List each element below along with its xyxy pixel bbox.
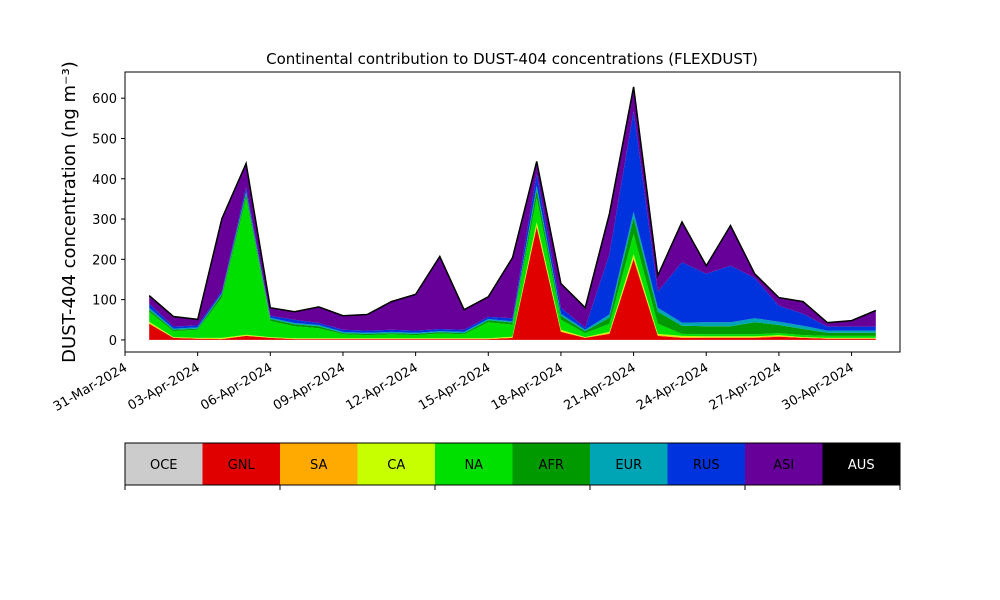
legend-label-gnl: GNL [228,458,256,473]
legend-swatch-sa [280,443,358,485]
legend-label-sa: SA [310,458,327,473]
legend-swatch-eur [590,443,668,485]
x-axis: 31-Mar-202403-Apr-202406-Apr-202409-Apr-… [51,352,857,415]
x-tick-label: 12-Apr-2024 [344,360,421,413]
y-tick-label: 500 [92,132,117,147]
area-na [149,197,876,339]
legend-swatch-gnl [202,443,281,485]
y-axis-label: DUST-404 concentration (ng m⁻³) [59,61,80,363]
y-tick-label: 0 [109,334,117,349]
legend-label-oce: OCE [150,458,178,473]
y-tick-label: 200 [92,253,117,268]
legend-label-afr: AFR [539,458,564,473]
x-tick-label: 24-Apr-2024 [634,360,711,413]
x-tick-label: 31-Mar-2024 [51,360,130,414]
x-tick-label: 30-Apr-2024 [779,360,856,413]
legend-swatch-ca [357,443,436,485]
legend-swatch-na [435,443,513,485]
plot-area [148,86,877,340]
legend-frame [124,442,901,486]
x-tick-label: 15-Apr-2024 [416,360,493,413]
legend-swatch-rus [667,443,746,485]
legend-swatch-afr [512,443,591,485]
legend-label-eur: EUR [615,458,642,473]
legend-label-na: NA [464,458,483,473]
y-tick-label: 600 [92,92,117,107]
x-tick-label: 27-Apr-2024 [707,360,784,413]
legend-swatch-aus [822,443,901,485]
legend-label-aus: AUS [848,458,875,473]
x-tick-label: 18-Apr-2024 [489,360,566,413]
x-tick-label: 03-Apr-2024 [126,360,203,413]
plot-frame [124,71,901,353]
colorbar-legend: OCE GNL SA CA NA AFR EUR RUS ASI AUS [124,442,901,490]
x-tick-label: 09-Apr-2024 [271,360,348,413]
y-tick-label: 400 [92,173,117,188]
area-rus [149,111,876,333]
legend-swatch-oce [125,443,203,485]
y-tick-label: 300 [92,213,117,228]
legend-swatch-asi [745,443,823,485]
legend-label-rus: RUS [693,458,720,473]
x-tick-label: 21-Apr-2024 [561,360,638,413]
y-axis: 0 100 200 300 400 500 600 [92,92,125,349]
y-tick-label: 100 [92,294,117,309]
legend-label-asi: ASI [773,458,794,473]
area-asi [149,86,876,331]
chart-title: Continental contribution to DUST-404 con… [266,50,758,68]
legend-label-ca: CA [387,458,405,473]
x-tick-label: 06-Apr-2024 [198,360,275,413]
total-outline-line [148,86,877,324]
